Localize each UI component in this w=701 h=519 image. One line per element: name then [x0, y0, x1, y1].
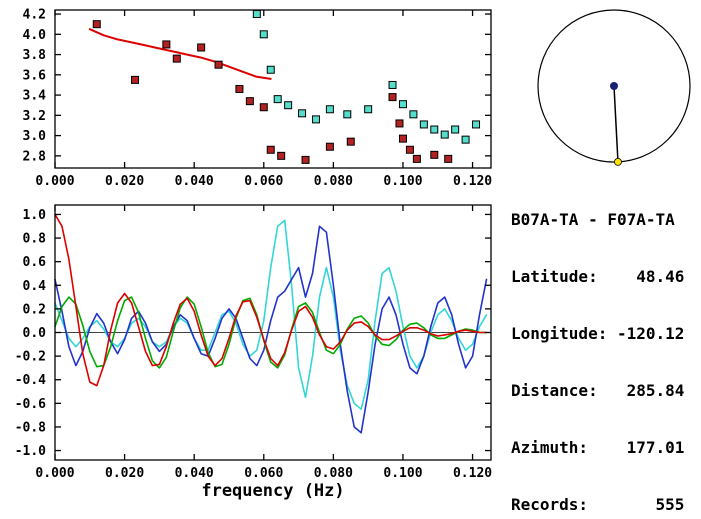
- y-tick-label: 3.6: [23, 68, 47, 83]
- data-marker: [444, 154, 453, 163]
- y-tick-label: 0.2: [23, 302, 46, 317]
- dispersion-scatter-plot[interactable]: 0.000 0.020 0.040 0.060 0.080 0.100 0.120 4.2 4.…: [0, 0, 500, 194]
- series-reference-dispersion-curve: [88, 28, 272, 80]
- y-tick-label: 2.8: [23, 149, 47, 164]
- data-marker: [364, 105, 373, 114]
- data-marker: [214, 60, 223, 69]
- data-marker: [235, 85, 244, 93]
- y-tick-label: 3.0: [23, 129, 47, 144]
- data-marker: [284, 101, 293, 110]
- y-tick-label: -0.6: [15, 397, 46, 412]
- x-tick-label: 0.020: [105, 466, 144, 481]
- data-marker: [252, 10, 261, 19]
- x-tick-label: 0.040: [175, 466, 214, 481]
- y-tick-label: 0.8: [23, 232, 47, 247]
- x-tick-label: 0.000: [35, 466, 74, 481]
- data-marker: [412, 154, 421, 163]
- data-marker: [259, 30, 268, 39]
- data-marker: [395, 119, 404, 128]
- x-tick-label: 0.120: [453, 466, 492, 481]
- series-smoothed-green: [54, 296, 488, 369]
- data-marker: [343, 110, 352, 119]
- y-tick-label: 0.4: [23, 279, 47, 294]
- y-tick-label: -0.8: [15, 420, 46, 435]
- station-pair-title: B07A-TA - F07A-TA: [511, 210, 675, 229]
- y-tick-label: 0.6: [23, 255, 47, 270]
- data-marker: [409, 110, 418, 119]
- distance-row: Distance: 285.84: [511, 381, 685, 400]
- data-marker: [388, 80, 397, 89]
- x-tick-label: 0.100: [383, 466, 422, 481]
- data-marker: [131, 75, 140, 84]
- data-marker: [266, 65, 275, 74]
- data-marker: [398, 134, 407, 143]
- data-marker: [440, 130, 449, 139]
- latitude-row: Latitude: 48.46: [511, 267, 685, 286]
- x-tick-label: 0.000: [35, 174, 74, 189]
- y-tick-label: 3.2: [23, 109, 46, 124]
- plot-area: 0.000 0.020 0.040 0.060 0.080 0.100 0.120 1.0 0.…: [15, 204, 492, 501]
- y-tick-label: 4.0: [23, 28, 47, 43]
- data-marker: [325, 105, 334, 114]
- series-reference-red: [54, 213, 488, 387]
- waveform-plot[interactable]: 0.000 0.020 0.040 0.060 0.080 0.100 0.120 1.0 0.…: [0, 194, 500, 519]
- data-marker: [325, 142, 334, 151]
- y-tick-label: -0.4: [15, 373, 46, 388]
- data-marker: [277, 151, 286, 160]
- data-marker: [461, 135, 470, 144]
- data-marker: [405, 145, 414, 154]
- y-tick-label: 4.2: [23, 8, 46, 23]
- station-info-panel: B07A-TA - F07A-TA Latitude: 48.46 Longit…: [511, 172, 684, 519]
- x-tick-label: 0.100: [383, 174, 422, 189]
- data-marker: [162, 40, 171, 49]
- plot-box: [54, 9, 492, 169]
- azimuth-circle-plot: [537, 9, 691, 166]
- y-tick-label: 3.8: [23, 48, 47, 63]
- records-row: Records: 555: [511, 495, 685, 514]
- data-marker: [172, 54, 181, 63]
- data-marker: [197, 43, 206, 52]
- x-tick-label: 0.020: [105, 174, 144, 189]
- x-axis-label: frequency (Hz): [201, 481, 344, 501]
- center-station-dot: [610, 82, 618, 90]
- x-tick-label: 0.120: [453, 174, 492, 189]
- longitude-row: Longitude: -120.12: [511, 324, 685, 343]
- series-picked-points-red: [92, 20, 453, 164]
- data-marker: [346, 137, 355, 146]
- data-marker: [311, 115, 320, 124]
- data-marker: [472, 120, 481, 129]
- series-picked-points-cyan: [252, 10, 481, 144]
- y-tick-label: -1.0: [15, 444, 46, 459]
- data-marker: [301, 155, 310, 164]
- azimuth-row: Azimuth: 177.01: [511, 438, 685, 457]
- x-tick-label: 0.080: [314, 466, 353, 481]
- y-tick-label: 1.0: [23, 208, 47, 223]
- target-station-dot: [614, 157, 622, 166]
- data-marker: [273, 95, 282, 104]
- x-tick-label: 0.080: [314, 174, 353, 189]
- data-marker: [259, 103, 268, 112]
- data-marker: [298, 109, 307, 118]
- data-marker: [398, 100, 407, 109]
- data-marker: [92, 20, 101, 29]
- plot-area: 0.000 0.020 0.040 0.060 0.080 0.100 0.120 4.2 4.…: [23, 8, 493, 189]
- x-tick-label: 0.060: [244, 174, 283, 189]
- data-marker: [451, 125, 460, 134]
- data-marker: [245, 97, 254, 106]
- data-marker: [266, 145, 275, 154]
- y-tick-label: 3.4: [23, 89, 47, 104]
- y-tick-label: -0.2: [15, 350, 46, 365]
- y-tick-label: 0.0: [23, 326, 47, 341]
- series-cross-spectrum-blue: [54, 225, 488, 434]
- azimuth-circle: [537, 9, 691, 163]
- data-marker: [388, 93, 397, 102]
- x-tick-label: 0.060: [244, 466, 283, 481]
- data-marker: [430, 150, 439, 159]
- data-marker: [419, 120, 428, 129]
- data-marker: [430, 125, 439, 134]
- azimuth-line: [613, 85, 619, 162]
- x-tick-label: 0.040: [175, 174, 214, 189]
